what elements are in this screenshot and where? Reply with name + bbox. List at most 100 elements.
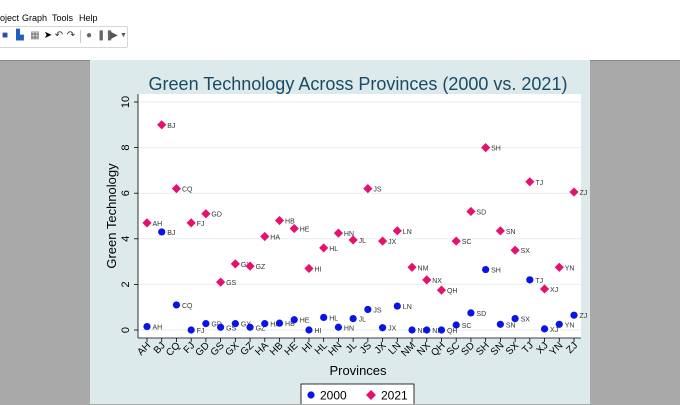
- play-icon[interactable]: ▶: [110, 30, 118, 41]
- point-2021: [304, 263, 314, 274]
- point-2021: [554, 262, 564, 272]
- point-2000: [143, 322, 151, 331]
- point-2021: [510, 245, 520, 255]
- data-label: ZJ: [580, 313, 588, 320]
- undo-icon[interactable]: ↶: [54, 30, 64, 41]
- data-label: HA: [270, 235, 280, 242]
- grid-icon[interactable]: ▦: [30, 30, 40, 41]
- data-label: HN: [344, 325, 354, 332]
- legend-marker-2000: [307, 391, 315, 399]
- data-label: JL: [359, 238, 367, 245]
- x-tick-label: SX: [504, 340, 521, 357]
- y-tick-label: 6: [120, 190, 132, 196]
- point-2000: [570, 311, 578, 319]
- data-label: TJ: [535, 180, 543, 187]
- point-2021: [201, 209, 211, 219]
- data-label: HI: [314, 266, 321, 273]
- redo-icon[interactable]: ↷: [66, 30, 76, 41]
- data-label: YN: [565, 322, 575, 329]
- data-label: FJ: [197, 221, 205, 228]
- data-label: LN: [403, 229, 412, 236]
- menu-graph[interactable]: Graph: [22, 13, 48, 23]
- point-2000: [467, 309, 475, 317]
- data-label: XJ: [550, 287, 558, 294]
- pause-icon[interactable]: ❚❚: [97, 30, 114, 41]
- point-2021: [436, 285, 447, 295]
- point-2000: [334, 323, 343, 331]
- point-2021: [481, 143, 491, 153]
- data-label: SD: [476, 209, 486, 216]
- point-2000: [408, 326, 416, 334]
- point-2021: [407, 262, 417, 272]
- data-label: HN: [344, 231, 354, 238]
- data-label: HL: [329, 315, 338, 322]
- menu-bar: oject Graph Tools Help: [0, 13, 680, 27]
- data-label: HA: [270, 322, 280, 329]
- data-label: HB: [285, 219, 295, 226]
- toolbar-frame: [0, 26, 128, 48]
- point-2000: [246, 323, 254, 331]
- data-label: GS: [226, 280, 236, 287]
- point-2021: [539, 284, 550, 294]
- data-label: LN: [403, 304, 412, 311]
- data-label: ZJ: [580, 190, 588, 197]
- data-label: FJ: [197, 328, 205, 335]
- pointer-icon[interactable]: ➤: [43, 30, 53, 41]
- data-label: NM: [418, 265, 429, 272]
- point-2000: [261, 320, 269, 328]
- point-2021: [451, 236, 461, 246]
- point-2000: [158, 228, 166, 236]
- point-2000: [187, 326, 195, 334]
- dropdown-icon[interactable]: ▼: [120, 32, 127, 39]
- toolbar-separator: [80, 30, 81, 43]
- data-label: JL: [359, 317, 367, 324]
- point-2021: [245, 261, 255, 271]
- data-label: HB: [285, 321, 295, 328]
- x-tick-label: HI: [300, 340, 315, 355]
- menu-help[interactable]: Help: [79, 13, 98, 23]
- point-2021: [142, 218, 152, 228]
- x-tick-label: HE: [283, 340, 301, 358]
- data-label: SX: [521, 248, 531, 255]
- data-label: SX: [521, 317, 531, 324]
- data-label: GX: [241, 262, 251, 269]
- data-label: SC: [462, 323, 472, 330]
- data-label: JX: [388, 239, 397, 246]
- menu-tools[interactable]: Tools: [52, 13, 74, 23]
- menu-project[interactable]: oject: [0, 13, 20, 23]
- point-2021: [171, 184, 182, 194]
- x-tick-label: CQ: [164, 340, 183, 359]
- data-label: SH: [491, 146, 501, 153]
- point-2021: [422, 275, 432, 285]
- point-2021: [363, 184, 373, 194]
- data-label: NX: [432, 328, 442, 335]
- point-2000: [555, 320, 563, 328]
- data-label: QH: [447, 288, 458, 295]
- data-label: BJ: [167, 123, 175, 130]
- data-label: JS: [373, 187, 382, 194]
- point-2000: [511, 315, 519, 323]
- data-label: GD: [211, 322, 222, 329]
- point-2021: [525, 177, 535, 187]
- data-label: SC: [462, 239, 472, 246]
- data-label: AH: [153, 221, 163, 228]
- data-label: GD: [211, 212, 222, 219]
- point-2000: [482, 265, 490, 274]
- bar-chart-icon[interactable]: ▙: [16, 30, 24, 41]
- y-tick-label: 2: [120, 281, 132, 287]
- point-2021: [377, 236, 388, 246]
- point-2000: [305, 326, 313, 334]
- record-icon[interactable]: ●: [85, 30, 93, 41]
- data-label: NM: [418, 328, 429, 335]
- point-2021: [260, 231, 270, 242]
- legend: 2000 2021: [307, 389, 408, 403]
- data-label: CQ: [182, 187, 193, 194]
- point-2021: [348, 235, 358, 245]
- y-axis: 0 2 4 6 8 10: [120, 94, 139, 338]
- x-axis-label: Provinces: [329, 363, 387, 378]
- data-label: AH: [153, 325, 163, 332]
- data-label: HE: [300, 227, 310, 234]
- save-icon[interactable]: ■: [1, 30, 9, 41]
